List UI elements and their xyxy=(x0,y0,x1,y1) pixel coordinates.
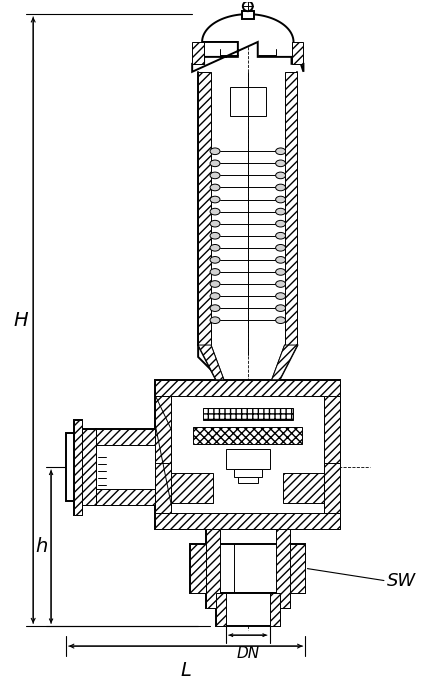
Text: SW: SW xyxy=(387,571,416,589)
Bar xyxy=(82,430,96,505)
Ellipse shape xyxy=(276,196,286,203)
Bar xyxy=(242,11,254,19)
Bar xyxy=(292,42,303,64)
Bar xyxy=(66,433,74,501)
Ellipse shape xyxy=(276,256,286,263)
Ellipse shape xyxy=(276,160,286,167)
Bar xyxy=(283,473,324,503)
Ellipse shape xyxy=(210,160,220,167)
Ellipse shape xyxy=(210,196,220,203)
Ellipse shape xyxy=(210,220,220,227)
Polygon shape xyxy=(192,14,303,72)
Bar xyxy=(96,489,155,505)
Ellipse shape xyxy=(276,281,286,287)
Bar xyxy=(238,477,258,483)
Bar xyxy=(171,473,213,503)
Bar xyxy=(155,463,171,513)
Ellipse shape xyxy=(276,220,286,227)
Bar xyxy=(270,594,279,626)
Polygon shape xyxy=(198,345,224,380)
Bar xyxy=(234,469,262,477)
Ellipse shape xyxy=(276,317,286,323)
Ellipse shape xyxy=(276,269,286,275)
Bar xyxy=(230,87,266,116)
Bar xyxy=(82,430,96,505)
Ellipse shape xyxy=(210,244,220,251)
Bar xyxy=(290,544,306,594)
Ellipse shape xyxy=(276,304,286,312)
Bar xyxy=(155,395,171,513)
Bar xyxy=(190,544,306,594)
Circle shape xyxy=(243,1,253,11)
Bar xyxy=(226,449,270,469)
Polygon shape xyxy=(272,345,297,380)
Bar xyxy=(190,544,206,594)
Ellipse shape xyxy=(276,244,286,251)
Ellipse shape xyxy=(210,232,220,239)
Ellipse shape xyxy=(276,209,286,215)
Ellipse shape xyxy=(210,269,220,275)
Bar xyxy=(96,430,155,505)
Bar xyxy=(324,395,340,513)
Text: L: L xyxy=(180,661,191,680)
Bar xyxy=(324,463,340,513)
Ellipse shape xyxy=(210,293,220,300)
Bar xyxy=(74,419,82,515)
Bar xyxy=(155,513,340,529)
Bar xyxy=(155,380,340,529)
Bar xyxy=(155,380,340,395)
Ellipse shape xyxy=(210,148,220,155)
Ellipse shape xyxy=(276,293,286,300)
Bar xyxy=(198,72,211,345)
Ellipse shape xyxy=(210,281,220,287)
Ellipse shape xyxy=(210,184,220,191)
Bar xyxy=(96,430,155,445)
Ellipse shape xyxy=(276,184,286,191)
Bar xyxy=(206,529,290,608)
Bar xyxy=(276,529,290,608)
Ellipse shape xyxy=(276,148,286,155)
Bar xyxy=(193,426,303,444)
Polygon shape xyxy=(198,345,226,388)
Text: DN: DN xyxy=(236,646,259,661)
Text: H: H xyxy=(14,311,29,330)
Ellipse shape xyxy=(210,209,220,215)
Bar xyxy=(285,72,297,345)
Ellipse shape xyxy=(210,256,220,263)
Bar xyxy=(216,594,226,626)
Bar xyxy=(206,529,220,608)
Bar xyxy=(216,594,279,626)
Bar xyxy=(203,407,293,419)
Ellipse shape xyxy=(210,304,220,312)
Text: h: h xyxy=(35,537,48,556)
Bar xyxy=(96,445,155,489)
Ellipse shape xyxy=(210,172,220,178)
Bar xyxy=(192,42,204,64)
Ellipse shape xyxy=(276,232,286,239)
Ellipse shape xyxy=(276,172,286,178)
Bar xyxy=(74,419,82,515)
Ellipse shape xyxy=(210,317,220,323)
Bar xyxy=(171,395,324,513)
